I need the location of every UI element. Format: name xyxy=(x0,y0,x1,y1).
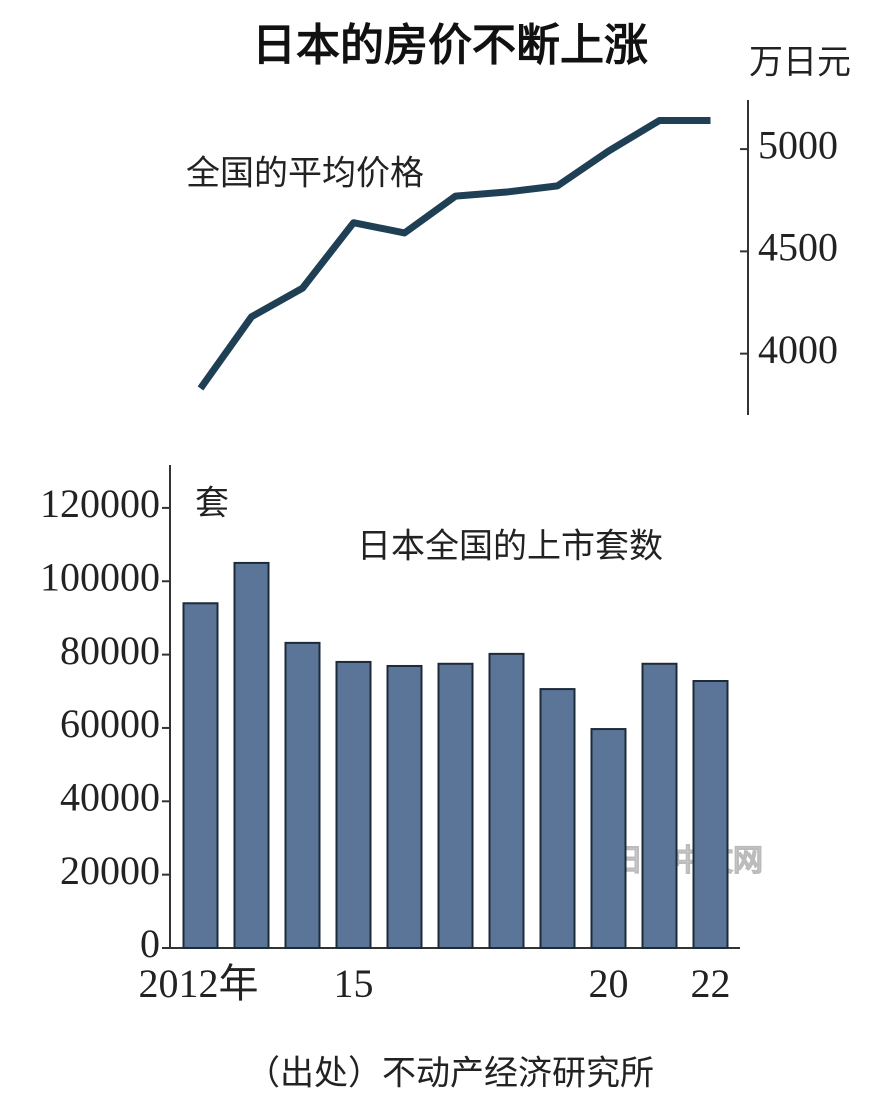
watermark: 日经中文网 xyxy=(613,844,763,879)
bar xyxy=(386,664,423,949)
y-tick-label: 120000 xyxy=(40,481,160,526)
unit-label: 套 xyxy=(195,484,229,524)
annotation: 全国的平均价格 xyxy=(186,154,424,194)
source: （出处）不动产经济研究所 xyxy=(246,1054,654,1094)
y-tick-label: 80000 xyxy=(60,628,160,673)
bar xyxy=(284,641,321,950)
bar xyxy=(437,662,474,949)
x-tick-label: 20 xyxy=(589,961,629,1006)
bar xyxy=(182,602,219,949)
bar xyxy=(692,680,729,950)
bar xyxy=(488,652,525,949)
line xyxy=(197,116,711,391)
bar xyxy=(539,688,576,949)
y-tick-label: 4500 xyxy=(758,225,838,270)
x-tick-label: 15 xyxy=(334,961,374,1006)
x-tick-label: 2012年 xyxy=(139,961,259,1006)
chart-title: 日本的房价不断上涨 xyxy=(252,20,648,71)
x-tick-label: 22 xyxy=(691,961,731,1006)
unit-label: 万日元 xyxy=(749,43,851,83)
bar xyxy=(641,662,678,949)
y-tick-label: 5000 xyxy=(758,122,838,167)
annotation: 日本全国的上市套数 xyxy=(357,527,663,567)
y-tick-label: 0 xyxy=(140,921,160,966)
y-tick-label: 20000 xyxy=(60,848,160,893)
y-tick-label: 100000 xyxy=(40,554,160,599)
y-tick-label: 60000 xyxy=(60,701,160,746)
bar xyxy=(233,561,270,949)
bar xyxy=(590,728,627,950)
bar xyxy=(335,660,372,950)
y-tick-label: 40000 xyxy=(60,774,160,819)
y-tick-label: 4000 xyxy=(758,327,838,372)
